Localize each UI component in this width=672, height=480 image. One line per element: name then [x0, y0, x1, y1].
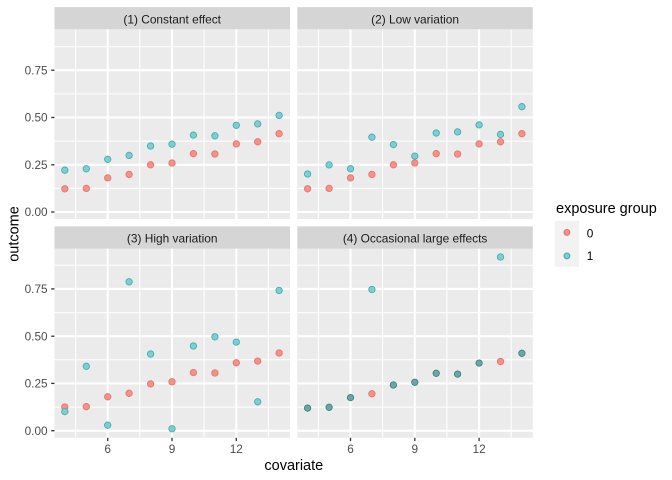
svg-text:(2) Low variation: (2) Low variation [371, 12, 459, 26]
svg-text:(1) Constant effect: (1) Constant effect [123, 12, 221, 26]
svg-text:0.50: 0.50 [25, 111, 48, 125]
svg-text:covariate: covariate [264, 458, 323, 474]
svg-text:6: 6 [104, 442, 111, 456]
svg-text:0.25: 0.25 [25, 377, 48, 391]
svg-text:0.75: 0.75 [25, 64, 48, 78]
svg-text:1: 1 [587, 249, 594, 263]
svg-text:12: 12 [473, 442, 486, 456]
svg-text:9: 9 [169, 442, 176, 456]
svg-text:0.00: 0.00 [25, 424, 48, 438]
svg-text:0: 0 [587, 226, 594, 240]
svg-text:0.50: 0.50 [25, 329, 48, 343]
svg-text:0.25: 0.25 [25, 158, 48, 172]
svg-text:6: 6 [347, 442, 354, 456]
svg-text:outcome: outcome [7, 206, 23, 262]
svg-text:0.75: 0.75 [25, 282, 48, 296]
svg-text:(4) Occasional large effects: (4) Occasional large effects [343, 232, 488, 246]
svg-text:exposure group: exposure group [556, 201, 657, 217]
svg-text:(3) High variation: (3) High variation [127, 232, 218, 246]
svg-text:12: 12 [230, 442, 243, 456]
svg-text:0.00: 0.00 [25, 205, 48, 219]
svg-text:9: 9 [412, 442, 419, 456]
